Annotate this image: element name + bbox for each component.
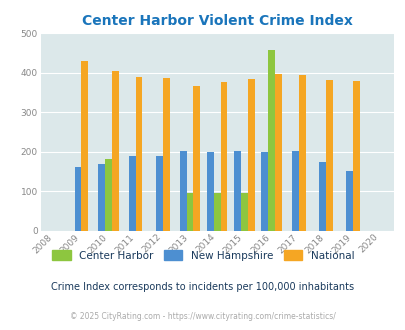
Bar bbox=[75, 167, 81, 231]
Bar bbox=[267, 50, 274, 231]
Bar bbox=[179, 151, 186, 231]
Bar bbox=[220, 82, 227, 231]
Bar bbox=[207, 152, 213, 231]
Bar bbox=[318, 162, 325, 231]
Bar bbox=[345, 171, 352, 231]
Bar bbox=[352, 81, 359, 231]
Bar bbox=[261, 152, 267, 231]
Bar bbox=[193, 86, 200, 231]
Bar bbox=[162, 78, 169, 231]
Bar bbox=[129, 156, 135, 231]
Bar bbox=[234, 151, 241, 231]
Bar bbox=[298, 75, 305, 231]
Bar bbox=[291, 151, 298, 231]
Bar bbox=[135, 77, 142, 231]
Bar bbox=[156, 156, 162, 231]
Bar bbox=[112, 71, 118, 231]
Text: © 2025 CityRating.com - https://www.cityrating.com/crime-statistics/: © 2025 CityRating.com - https://www.city… bbox=[70, 312, 335, 321]
Bar bbox=[98, 164, 105, 231]
Bar bbox=[186, 193, 193, 231]
Legend: Center Harbor, New Hampshire, National: Center Harbor, New Hampshire, National bbox=[47, 246, 358, 265]
Bar bbox=[213, 193, 220, 231]
Title: Center Harbor Violent Crime Index: Center Harbor Violent Crime Index bbox=[81, 14, 352, 28]
Bar bbox=[81, 61, 88, 231]
Bar bbox=[274, 74, 281, 231]
Bar bbox=[105, 158, 112, 231]
Bar bbox=[325, 80, 332, 231]
Text: Crime Index corresponds to incidents per 100,000 inhabitants: Crime Index corresponds to incidents per… bbox=[51, 282, 354, 292]
Bar bbox=[241, 193, 247, 231]
Bar bbox=[247, 79, 254, 231]
